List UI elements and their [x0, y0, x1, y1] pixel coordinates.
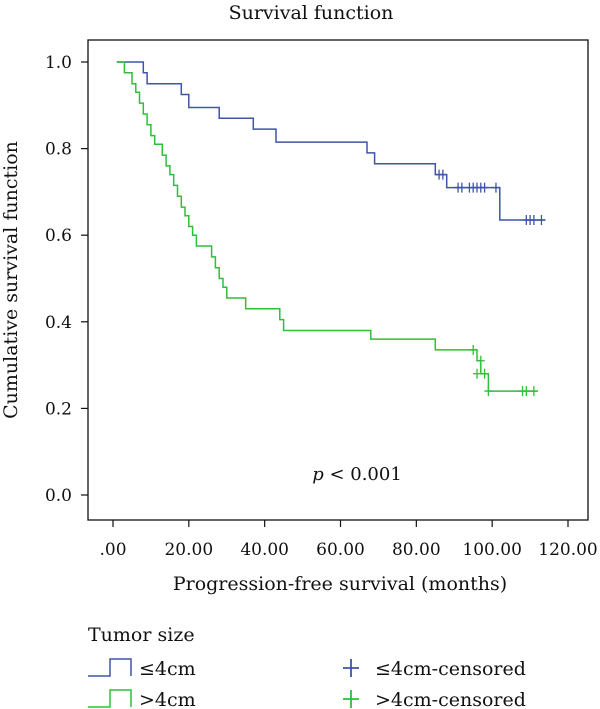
censor-mark [522, 386, 531, 397]
y-tick-label: 0.4 [45, 313, 72, 333]
legend-label: >4cm-censored [375, 689, 526, 709]
series-layer [116, 61, 546, 397]
y-tick-label: 1.0 [45, 53, 72, 73]
x-axis-label: Progression-free survival (months) [173, 573, 507, 595]
legend-label: ≤4cm [139, 658, 196, 680]
censor-mark [457, 182, 466, 193]
legend-label: >4cm [139, 689, 196, 709]
censor-mark [484, 386, 493, 397]
y-axis: 0.0 0.2 0.4 0.6 0.8 1.0 [45, 53, 88, 506]
p-value-annotation: p < 0.001 [312, 464, 402, 485]
censor-mark [476, 355, 485, 366]
survival-curve-gt4cm [116, 61, 538, 392]
legend-entries: ≤4cm >4cm ≤4cm-censored >4cm-censored [88, 658, 526, 709]
censor-mark [438, 169, 447, 180]
legend-swatch [88, 689, 132, 708]
x-axis: .00 20.00 40.00 60.00 80.00 100.00 120.00 [99, 520, 598, 560]
legend-swatch [88, 658, 132, 677]
legend-title: Tumor size [88, 624, 195, 646]
censor-mark [469, 344, 478, 355]
x-tick-label: 60.00 [316, 540, 365, 560]
y-tick-label: 0.2 [45, 399, 72, 419]
p-text: < 0.001 [324, 464, 402, 485]
censor-mark [480, 182, 489, 193]
plot-frame [87, 39, 589, 521]
censor-mark [480, 368, 489, 379]
y-tick-label: 0.8 [45, 140, 72, 160]
x-tick-label: 100.00 [462, 540, 521, 560]
x-tick-label: 80.00 [392, 540, 441, 560]
legend-label: ≤4cm-censored [375, 658, 526, 680]
y-tick-label: 0.0 [45, 486, 72, 506]
y-axis-label: Cumulative survival function [0, 141, 22, 419]
censor-mark [473, 368, 481, 379]
legend-censor-swatch [343, 690, 359, 708]
legend: Tumor size ≤4cm >4cm ≤4cm-censored >4cm-cen… [88, 624, 526, 709]
x-tick-label: .00 [99, 540, 126, 560]
censor-mark [537, 215, 546, 226]
y-tick-label: 0.6 [45, 226, 72, 246]
p-symbol: p [312, 464, 324, 485]
x-tick-label: 40.00 [240, 540, 289, 560]
plot-area: p < 0.001 [87, 39, 589, 521]
censor-mark [529, 386, 538, 397]
legend-censor-swatch [343, 659, 359, 677]
x-tick-label: 20.00 [164, 540, 213, 560]
chart-title: Survival function [229, 2, 394, 24]
censor-mark [529, 215, 538, 226]
x-tick-label: 120.00 [538, 540, 597, 560]
censor-mark [491, 182, 500, 193]
